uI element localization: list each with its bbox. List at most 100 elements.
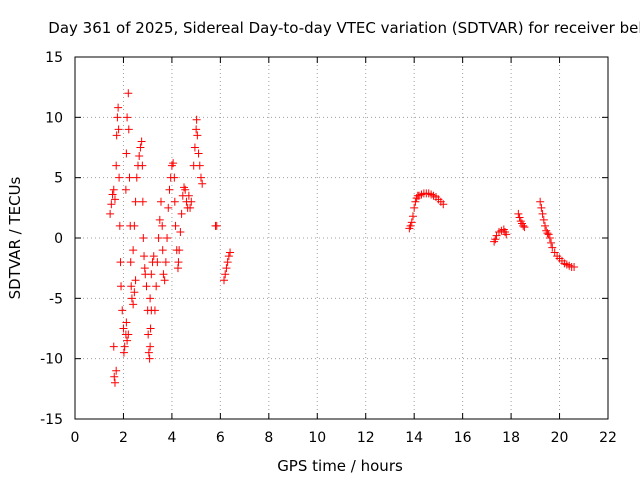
data-point — [119, 348, 128, 357]
data-point — [169, 159, 178, 168]
data-point — [110, 378, 119, 387]
x-tick-label: 0 — [71, 430, 80, 446]
data-point — [221, 270, 230, 279]
data-point — [131, 197, 140, 206]
data-point — [175, 246, 184, 255]
data-point — [222, 264, 231, 273]
y-tick-label: 0 — [54, 231, 63, 247]
data-point — [112, 366, 121, 375]
data-point — [158, 246, 167, 255]
data-point — [150, 306, 159, 315]
x-tick-label: 12 — [357, 430, 375, 446]
data-point — [112, 131, 121, 140]
data-point — [520, 223, 529, 232]
data-point — [544, 230, 553, 239]
data-point — [154, 234, 163, 242]
data-point — [129, 300, 138, 309]
data-point — [140, 252, 149, 261]
data-point — [164, 203, 173, 212]
data-point — [118, 306, 127, 315]
y-tick-label: 5 — [54, 171, 63, 187]
data-point — [165, 185, 174, 194]
data-point — [407, 218, 416, 227]
data-point — [570, 262, 579, 271]
data-point — [194, 149, 203, 158]
axis-ticks — [74, 56, 609, 420]
data-point — [120, 342, 129, 351]
data-point — [124, 125, 133, 134]
data-point — [177, 209, 186, 218]
data-point — [543, 229, 552, 238]
data-point — [139, 234, 148, 242]
x-tick-label: 8 — [264, 430, 273, 446]
x-tick-label: 14 — [405, 430, 423, 446]
data-point — [190, 143, 199, 152]
x-tick-labels: 0 2 4 6 8 10 12 14 16 18 20 22 — [71, 430, 617, 446]
data-point — [146, 294, 155, 303]
data-point — [192, 115, 201, 124]
data-point — [146, 342, 155, 351]
data-point — [121, 185, 130, 194]
y-tick-label: -15 — [40, 412, 63, 428]
data-point — [171, 221, 180, 230]
data-point — [539, 215, 548, 224]
x-tick-label: 16 — [454, 430, 472, 446]
data-point — [537, 203, 546, 212]
data-point — [126, 258, 135, 267]
data-point — [176, 227, 185, 236]
data-point — [547, 238, 556, 247]
data-point — [153, 258, 162, 267]
data-point — [155, 215, 164, 224]
data-point — [491, 235, 500, 244]
data-point — [110, 372, 119, 381]
x-tick-label: 18 — [502, 430, 520, 446]
data-point — [119, 324, 128, 333]
data-point — [135, 151, 144, 160]
x-tick-label: 10 — [308, 430, 326, 446]
y-axis-label: SDTVAR / TECUs — [6, 176, 24, 299]
data-point — [130, 288, 139, 297]
data-point — [160, 276, 169, 285]
x-tick-label: 6 — [216, 430, 225, 446]
data-point — [174, 258, 183, 267]
data-point — [224, 252, 233, 261]
grid-lines — [75, 57, 608, 419]
y-tick-label: 15 — [45, 50, 63, 66]
data-point — [112, 161, 121, 170]
data-point — [138, 197, 147, 206]
data-point — [108, 190, 117, 199]
data-point — [130, 221, 139, 230]
data-point — [145, 354, 154, 363]
x-tick-label: 22 — [599, 430, 617, 446]
data-point — [132, 173, 141, 182]
data-point — [212, 221, 221, 230]
data-point — [186, 203, 195, 212]
data-point — [107, 200, 116, 209]
data-point — [124, 89, 133, 98]
data-point — [408, 212, 417, 221]
data-point — [149, 252, 158, 261]
y-tick-label: 10 — [45, 110, 63, 126]
x-axis-label: GPS time / hours — [277, 457, 403, 475]
data-point — [114, 125, 123, 134]
data-point — [144, 348, 153, 357]
data-point — [123, 113, 132, 122]
data-points — [106, 89, 579, 387]
data-point — [548, 243, 557, 252]
data-point — [117, 282, 126, 291]
data-point — [142, 282, 151, 291]
chart-title: Day 361 of 2025, Sidereal Day-to-day VTE… — [48, 19, 640, 37]
data-point — [545, 234, 554, 242]
data-point — [219, 276, 228, 285]
data-point — [170, 173, 179, 182]
data-point — [226, 248, 235, 257]
data-point — [536, 197, 545, 206]
data-point — [110, 195, 119, 204]
data-point — [196, 173, 205, 182]
data-point — [115, 221, 124, 230]
data-point — [411, 197, 420, 206]
data-point — [157, 197, 166, 206]
data-point — [109, 185, 118, 194]
y-tick-label: -10 — [40, 352, 63, 368]
y-tick-label: -5 — [49, 291, 63, 307]
